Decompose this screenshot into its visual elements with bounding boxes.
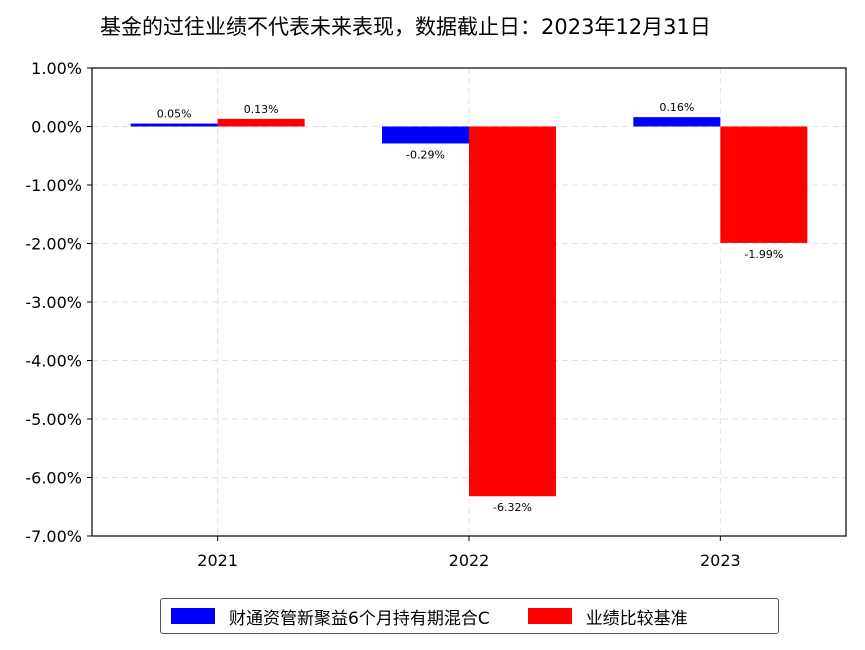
y-tick-label: -1.00% xyxy=(25,176,82,195)
legend: 财通资管新聚益6个月持有期混合C 业绩比较基准 xyxy=(160,598,779,634)
chart-title-text: 基金的过往业绩不代表未来表现，数据截止日：2023年12月31日 xyxy=(100,15,711,39)
legend-item-fund: 财通资管新聚益6个月持有期混合C xyxy=(171,604,490,629)
y-tick-label: -3.00% xyxy=(25,293,82,312)
bar-value-label: -1.99% xyxy=(744,248,783,261)
legend-swatch-benchmark xyxy=(527,608,572,624)
bar-value-label: 0.16% xyxy=(659,101,694,114)
y-tick-label: 1.00% xyxy=(31,59,82,78)
bar-fund xyxy=(633,117,721,127)
y-tick-label: -6.00% xyxy=(25,469,82,488)
bar-value-label: 0.05% xyxy=(157,108,192,121)
plot-frame xyxy=(91,67,847,537)
bar-benchmark xyxy=(720,126,808,243)
x-tick-label: 2021 xyxy=(197,551,238,570)
y-tick-label: -5.00% xyxy=(25,410,82,429)
y-tick-label: -7.00% xyxy=(25,527,82,546)
bar-chart: 1.00% 0.00% -1.00% -2.00% -3.00% -4.00% -5.00%… xyxy=(25,59,847,570)
y-tick-label: -2.00% xyxy=(25,235,82,254)
y-tick-label: -4.00% xyxy=(25,352,82,371)
legend-label-fund: 财通资管新聚益6个月持有期混合C xyxy=(229,608,490,629)
bar-fund xyxy=(130,123,218,127)
bar-value-label: -6.32% xyxy=(493,501,532,514)
bar-value-label: -0.29% xyxy=(406,148,445,161)
bar-benchmark xyxy=(217,118,305,127)
bar-value-label: 0.13% xyxy=(244,103,279,116)
legend-item-benchmark: 业绩比较基准 xyxy=(527,604,688,629)
legend-label-benchmark: 业绩比较基准 xyxy=(585,608,688,629)
y-tick-label: 0.00% xyxy=(31,118,82,137)
x-tick-label: 2023 xyxy=(700,551,741,570)
bar-fund xyxy=(382,126,469,144)
x-tick-label: 2022 xyxy=(449,551,490,570)
legend-swatch-fund xyxy=(171,608,215,624)
bar-benchmark xyxy=(469,126,556,497)
